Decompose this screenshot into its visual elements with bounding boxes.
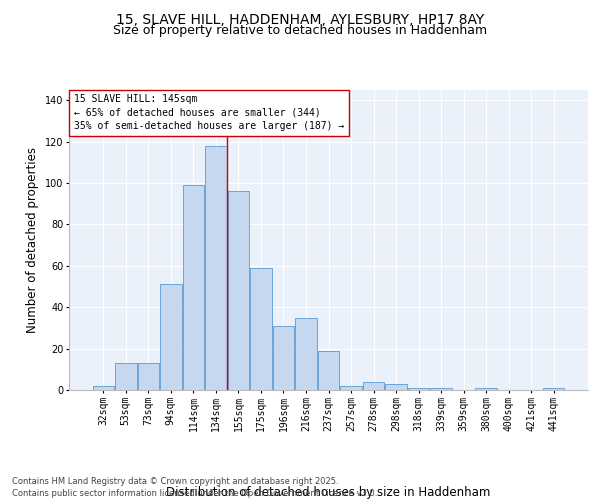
Bar — [408, 388, 429, 390]
Bar — [385, 384, 407, 390]
Bar — [92, 386, 114, 390]
Bar — [363, 382, 384, 390]
Bar — [340, 386, 362, 390]
Bar — [318, 350, 339, 390]
Text: Contains HM Land Registry data © Crown copyright and database right 2025.
Contai: Contains HM Land Registry data © Crown c… — [12, 476, 377, 498]
Bar — [475, 388, 497, 390]
Y-axis label: Number of detached properties: Number of detached properties — [26, 147, 40, 333]
Text: Size of property relative to detached houses in Haddenham: Size of property relative to detached ho… — [113, 24, 487, 37]
Text: 15, SLAVE HILL, HADDENHAM, AYLESBURY, HP17 8AY: 15, SLAVE HILL, HADDENHAM, AYLESBURY, HP… — [116, 12, 484, 26]
Bar — [137, 363, 159, 390]
Bar — [543, 388, 565, 390]
Bar — [228, 192, 249, 390]
Text: 15 SLAVE HILL: 145sqm
← 65% of detached houses are smaller (344)
35% of semi-det: 15 SLAVE HILL: 145sqm ← 65% of detached … — [74, 94, 344, 131]
Bar — [273, 326, 294, 390]
Bar — [115, 363, 137, 390]
X-axis label: Distribution of detached houses by size in Haddenham: Distribution of detached houses by size … — [166, 486, 491, 500]
Bar — [250, 268, 272, 390]
Bar — [430, 388, 452, 390]
Bar — [182, 185, 204, 390]
Bar — [205, 146, 227, 390]
Bar — [295, 318, 317, 390]
Bar — [160, 284, 182, 390]
